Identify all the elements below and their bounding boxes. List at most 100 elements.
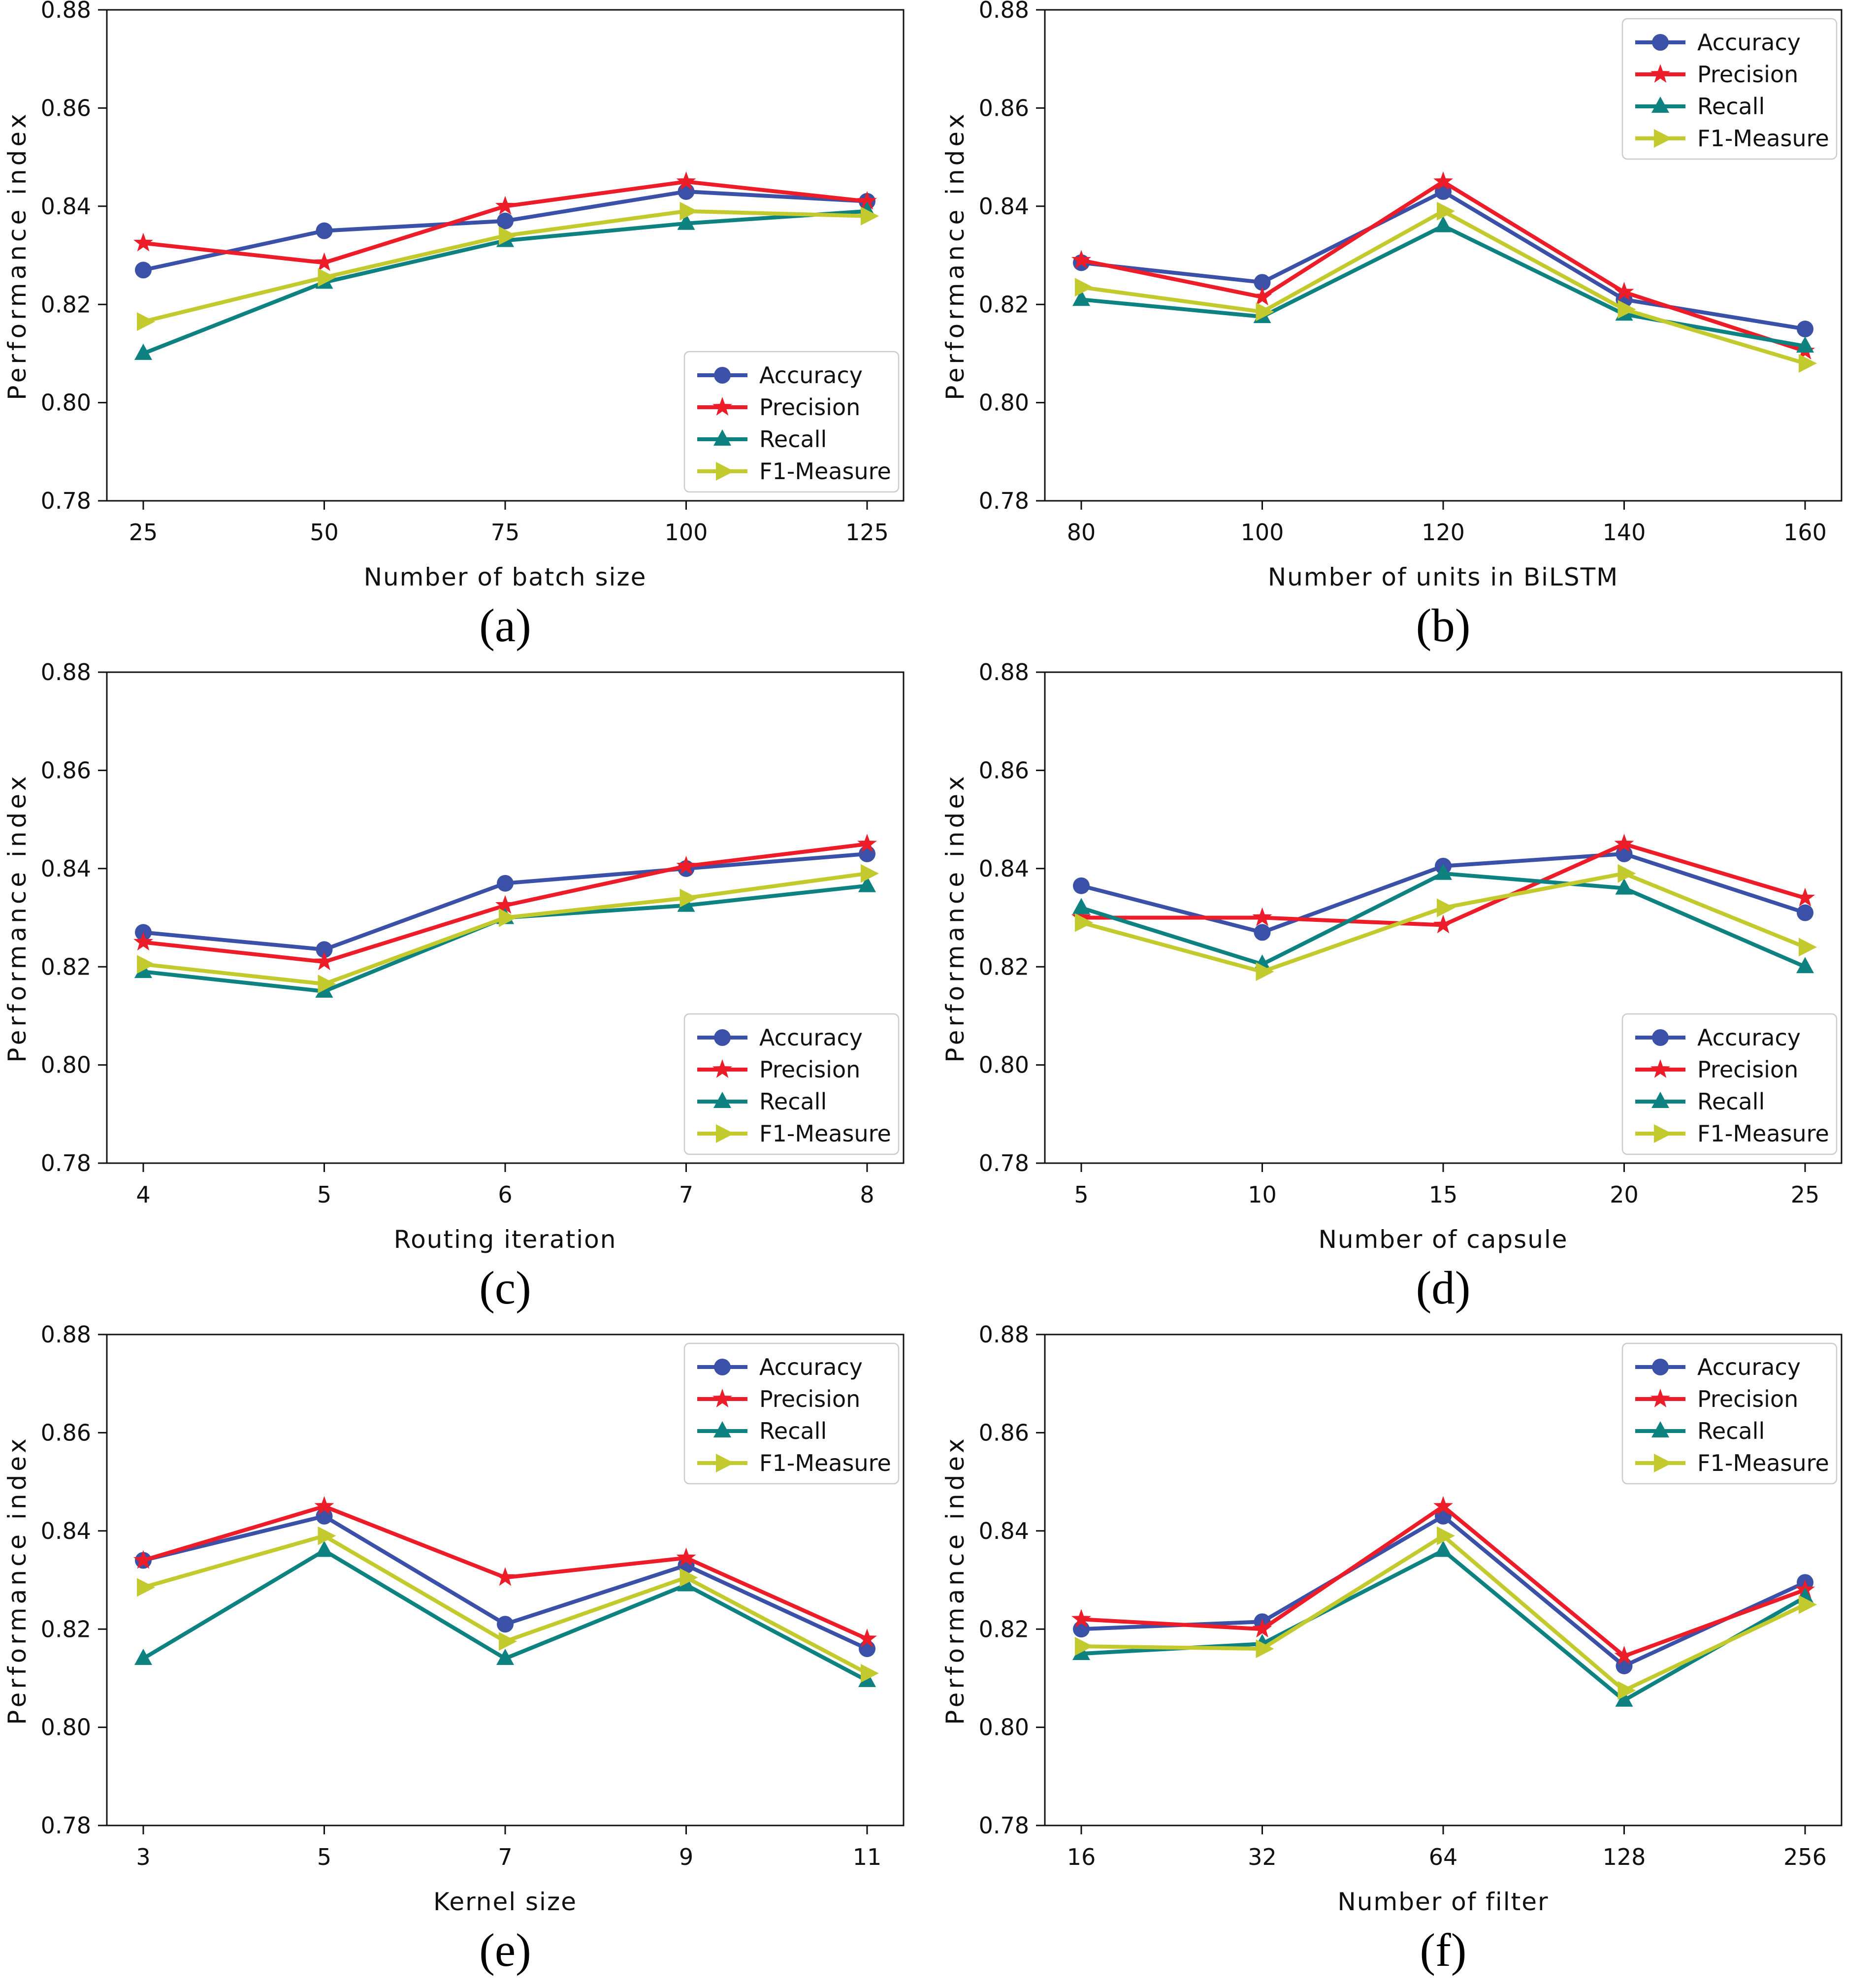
y-tick-label: 0.84 [41, 1518, 91, 1544]
legend-label: Accuracy [759, 1024, 863, 1051]
legend-label: F1-Measure [759, 458, 891, 485]
x-tick-label: 120 [1422, 519, 1465, 546]
x-tick-label: 9 [679, 1844, 693, 1870]
marker-triangle-right-f1-measure [1799, 938, 1817, 957]
marker-star-precision [1252, 1619, 1272, 1638]
legend-marker-triangle-up [1651, 97, 1669, 113]
legend-label: Precision [1697, 1386, 1798, 1412]
marker-triangle-right-f1-measure [1075, 913, 1093, 932]
marker-triangle-right-f1-measure [137, 955, 155, 974]
marker-triangle-right-f1-measure [1075, 278, 1093, 297]
x-tick-label: 80 [1067, 519, 1096, 546]
marker-star-precision [495, 1567, 515, 1586]
marker-triangle-up-recall [1615, 878, 1633, 895]
marker-circle-accuracy [316, 222, 333, 239]
y-axis-label: Performance index [3, 110, 32, 400]
series-line-f1-measure [1081, 209, 1806, 365]
x-tick-label: 8 [860, 1181, 874, 1208]
x-tick-label: 3 [136, 1844, 150, 1870]
y-tick-label: 0.82 [41, 291, 91, 318]
x-tick-label: 75 [491, 519, 520, 546]
y-axis-label: Performance index [3, 1435, 32, 1725]
marker-triangle-right-f1-measure [1617, 864, 1636, 883]
subplot-caption: (f) [1420, 1924, 1467, 1976]
legend-label: F1-Measure [1697, 1120, 1829, 1147]
marker-triangle-up-recall [677, 213, 695, 230]
legend-label: Precision [1697, 1056, 1798, 1083]
legend-marker-triangle-right [716, 462, 734, 481]
marker-triangle-right-f1-measure [318, 975, 336, 994]
y-tick-label: 0.78 [979, 1812, 1029, 1839]
x-tick-label: 100 [1241, 519, 1284, 546]
legend-label: Recall [759, 426, 827, 453]
legend-box [683, 1013, 900, 1155]
marker-star-precision [314, 951, 334, 971]
y-tick-label: 0.80 [41, 1052, 91, 1078]
subplot-b: 0.78 0.80 0.82 0.84 0.86 0.88 80 100 120 140 160 Nu… [938, 0, 1876, 662]
legend-marker-triangle-up [1651, 1092, 1669, 1108]
marker-star-precision [1614, 282, 1634, 301]
marker-star-precision [857, 191, 877, 210]
marker-triangle-up-recall [315, 1540, 333, 1557]
marker-circle-accuracy [497, 875, 514, 892]
y-axis-label: Performance index [3, 773, 32, 1063]
marker-star-precision [857, 834, 877, 852]
x-tick-label: 10 [1248, 1181, 1277, 1208]
subplot-f: 0.78 0.80 0.82 0.84 0.86 0.88 16 32 64 128 256 Numb… [938, 1325, 1876, 1987]
legend-marker-circle [714, 1029, 731, 1046]
x-tick-label: 6 [498, 1181, 512, 1208]
x-axis-label: Routing iteration [394, 1225, 617, 1254]
y-tick-label: 0.88 [979, 1325, 1029, 1348]
legend-marker-triangle-up [713, 1421, 731, 1437]
x-tick-label: 11 [853, 1844, 882, 1870]
marker-star-precision [1433, 171, 1453, 190]
marker-circle-accuracy [135, 261, 152, 279]
marker-circle-accuracy [1797, 904, 1813, 921]
marker-star-precision [133, 232, 153, 252]
marker-triangle-up-recall [1615, 1690, 1633, 1707]
x-tick-label: 7 [498, 1844, 512, 1870]
y-tick-label: 0.84 [41, 855, 91, 882]
chart-f: 0.78 0.80 0.82 0.84 0.86 0.88 16 32 64 128 256 Numb… [941, 1325, 1843, 1976]
subplot-c: 0.78 0.80 0.82 0.84 0.86 0.88 4 5 6 7 8 Routing ite… [0, 662, 938, 1325]
marker-circle-accuracy [1254, 274, 1271, 291]
y-tick-label: 0.84 [41, 193, 91, 220]
marker-triangle-right-f1-measure [318, 1526, 336, 1545]
marker-triangle-right-f1-measure [1075, 1637, 1093, 1656]
legend-marker-triangle-right [1654, 129, 1672, 148]
marker-triangle-up-recall [1434, 1540, 1452, 1557]
legend-marker-circle [714, 367, 731, 384]
marker-triangle-right-f1-measure [1437, 201, 1455, 221]
y-tick-label: 0.86 [979, 1420, 1029, 1446]
legend-marker-triangle-right [716, 1124, 734, 1143]
subplot-caption: (e) [479, 1924, 531, 1976]
legend-marker-circle [714, 1359, 731, 1375]
x-tick-label: 64 [1429, 1844, 1458, 1870]
marker-triangle-up-recall [1072, 898, 1090, 914]
y-tick-label: 0.86 [979, 95, 1029, 122]
x-tick-label: 5 [1074, 1181, 1088, 1208]
marker-triangle-right-f1-measure [318, 268, 336, 287]
legend-marker-star [712, 397, 732, 416]
y-tick-label: 0.84 [979, 1518, 1029, 1544]
marker-star-precision [676, 171, 696, 190]
marker-triangle-right-f1-measure [499, 908, 517, 927]
legend-label: Precision [759, 394, 860, 421]
legend-label: Recall [1697, 1088, 1765, 1115]
chart-c: 0.78 0.80 0.82 0.84 0.86 0.88 4 5 6 7 8 Routing ite… [3, 662, 905, 1314]
x-tick-label: 5 [317, 1844, 331, 1870]
marker-star-precision [1433, 1496, 1453, 1515]
marker-star-precision [1795, 887, 1815, 907]
x-tick-label: 160 [1783, 519, 1827, 546]
chart-a: 0.78 0.80 0.82 0.84 0.86 0.88 25 50 75 100 125 Numb… [3, 0, 905, 651]
marker-star-precision [1614, 1646, 1634, 1664]
x-axis-label: Number of capsule [1318, 1225, 1568, 1254]
marker-triangle-right-f1-measure [499, 1632, 517, 1651]
legend-label: F1-Measure [1697, 125, 1829, 152]
y-tick-label: 0.86 [979, 757, 1029, 784]
x-tick-label: 4 [136, 1181, 150, 1208]
y-axis-label: Performance index [941, 110, 970, 400]
marker-triangle-right-f1-measure [137, 312, 155, 331]
marker-triangle-up-recall [134, 1649, 152, 1665]
y-tick-label: 0.78 [41, 488, 91, 514]
